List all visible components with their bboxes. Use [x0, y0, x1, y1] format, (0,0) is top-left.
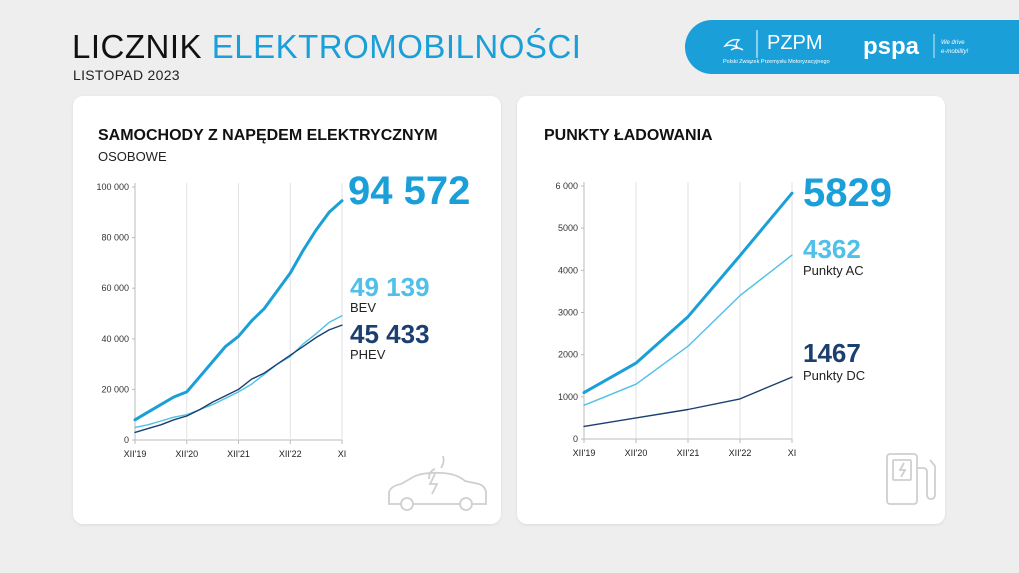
- cars-chart: 0 20 000 40 000 60 000 80 000 100 000 XII'19 X…: [96, 169, 487, 511]
- charging-series-dc: [583, 376, 793, 428]
- pzpm-emblem-icon: [723, 38, 744, 51]
- cars-y-tick-label: 100 000: [96, 182, 129, 192]
- cars-card: SAMOCHODY Z NAPĘDEM ELEKTRYCZNYM OSOBOWE…: [73, 96, 501, 524]
- charging-y-tick-label: 0: [573, 434, 578, 444]
- pspa-text: pspa: [863, 33, 920, 60]
- pspa-tagline-1: We drive: [941, 40, 965, 46]
- charging-ac-value: 4362: [803, 234, 861, 264]
- charging-x-tick-label: XI: [788, 448, 797, 458]
- cars-x-tick-label: XII'22: [279, 449, 302, 459]
- cars-series-bev: [134, 314, 343, 429]
- electric-car-icon: [388, 455, 487, 511]
- cars-phev-label: PHEV: [350, 347, 386, 362]
- cars-x-tick-label: XI: [338, 449, 347, 459]
- cars-series-phev: [134, 324, 343, 434]
- logo-bar: PZPM Polski Związek Przemysłu Motoryzacy…: [685, 20, 1019, 74]
- cars-phev-value: 45 433: [350, 319, 430, 349]
- title-part-1: LICZNIK: [72, 28, 203, 65]
- charging-card: PUNKTY ŁADOWANIA 0 1000 2000 3000 4000 5000 6 …: [517, 96, 945, 524]
- cars-y-tick-label: 60 000: [101, 283, 129, 293]
- charging-card-title: PUNKTY ŁADOWANIA: [544, 127, 713, 144]
- pzpm-subtext: Polski Związek Przemysłu Motoryzacyjnego: [723, 59, 830, 65]
- cars-bev-value: 49 139: [350, 272, 430, 302]
- title-part-2: ELEKTROMOBILNOŚCI: [211, 28, 582, 65]
- charging-x-tick-label: XII'21: [677, 448, 700, 458]
- charging-series-ac: [583, 254, 793, 406]
- page-subtitle: LISTOPAD 2023: [73, 67, 180, 83]
- cars-x-tick-label: XII'19: [124, 449, 147, 459]
- cars-y-tick-label: 40 000: [101, 334, 129, 344]
- charging-y-tick-label: 6 000: [555, 181, 578, 191]
- pzpm-logo: PZPM Polski Związek Przemysłu Motoryzacy…: [723, 30, 830, 65]
- charging-x-tick-label: XII'19: [573, 448, 596, 458]
- charging-x-tick-label: XII'20: [625, 448, 648, 458]
- page-title: LICZNIK ELEKTROMOBILNOŚCI: [72, 28, 581, 66]
- charging-chart: 0 1000 2000 3000 4000 5000 6 000 XII'19 XII'20 X…: [555, 171, 936, 505]
- charging-total-value: 5829: [803, 171, 892, 215]
- cars-bev-label: BEV: [350, 300, 376, 315]
- charging-y-tick-label: 3000: [558, 308, 578, 318]
- pspa-tagline-2: e-mobility!: [941, 49, 969, 55]
- cars-y-tick-label: 80 000: [101, 233, 129, 243]
- cars-card-subtitle: OSOBOWE: [98, 149, 167, 164]
- cars-card-title: SAMOCHODY Z NAPĘDEM ELEKTRYCZNYM: [98, 127, 438, 144]
- charging-y-tick-label: 4000: [558, 265, 578, 275]
- charging-y-tick-label: 5000: [558, 223, 578, 233]
- pspa-logo: pspa We drive e-mobility!: [863, 33, 969, 60]
- charging-series-total: [582, 191, 794, 395]
- charging-y-tick-label: 2000: [558, 350, 578, 360]
- charging-station-icon: [886, 453, 936, 505]
- charging-y-tick-label: 1000: [558, 392, 578, 402]
- pzpm-text: PZPM: [767, 32, 823, 54]
- cars-series-total: [133, 199, 344, 422]
- charging-ac-label: Punkty AC: [803, 263, 864, 278]
- cars-x-tick-label: XII'21: [227, 449, 250, 459]
- charging-dc-label: Punkty DC: [803, 368, 865, 383]
- cars-x-tick-label: XII'20: [175, 449, 198, 459]
- cars-y-tick-label: 0: [124, 435, 129, 445]
- charging-dc-value: 1467: [803, 338, 861, 368]
- cars-total-value: 94 572: [348, 169, 470, 213]
- cars-y-tick-label: 20 000: [101, 384, 129, 394]
- charging-x-tick-label: XII'22: [729, 448, 752, 458]
